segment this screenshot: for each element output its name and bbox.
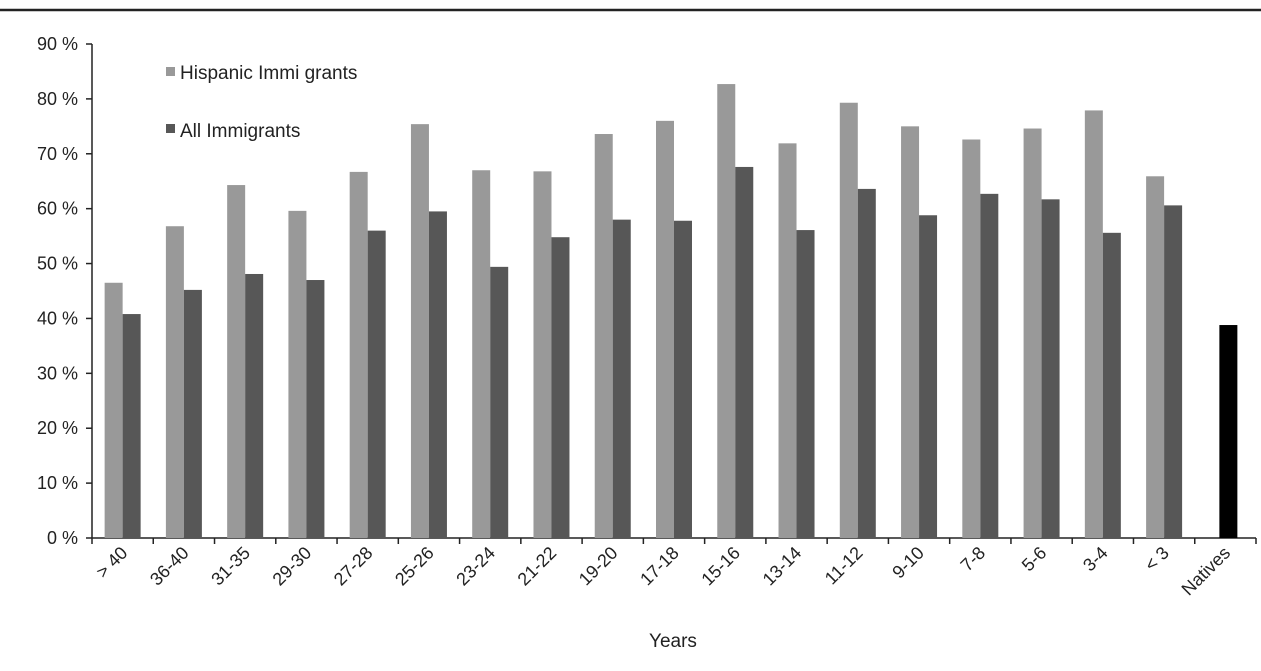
bar-hispanic-immigrants	[1084, 110, 1103, 538]
y-tick-label: 20 %	[37, 418, 78, 438]
bar-all-immigrants	[306, 280, 325, 538]
bar-hispanic-immigrants	[472, 170, 491, 538]
bar-all-immigrants	[796, 230, 815, 538]
bar-all-immigrants	[367, 230, 386, 538]
bar-hispanic-immigrants	[717, 84, 736, 539]
x-tick-label: 13-14	[759, 543, 806, 590]
y-tick-label: 0 %	[47, 528, 78, 548]
y-tick-label: 70 %	[37, 144, 78, 164]
bar-hispanic-immigrants	[1023, 128, 1042, 539]
bar-hispanic-immigrants	[410, 124, 429, 538]
bar-hispanic-immigrants	[962, 139, 981, 539]
x-tick-label: 31-35	[207, 543, 254, 590]
x-tick-label: 36-40	[146, 543, 193, 590]
bar-natives	[1219, 325, 1238, 538]
bar-all-immigrants	[674, 220, 692, 538]
legend: Hispanic Immi grants All Immigrants	[166, 63, 357, 142]
x-tick-label: 25-26	[391, 543, 438, 590]
bar-all-immigrants	[857, 188, 876, 538]
x-tick-label: 11-12	[821, 543, 867, 589]
bar-all-immigrants	[428, 211, 447, 538]
bar-all-immigrants	[1102, 232, 1121, 538]
bar-all-immigrants	[612, 219, 631, 538]
y-tick-label: 50 %	[37, 254, 78, 274]
x-tick-label: 17-18	[636, 543, 683, 590]
bar-all-immigrants	[1041, 199, 1060, 538]
bar-hispanic-immigrants	[227, 185, 246, 538]
bar-all-immigrants	[551, 237, 570, 538]
bar-hispanic-immigrants	[288, 210, 307, 538]
y-tick-label: 30 %	[37, 363, 78, 383]
bar-all-immigrants	[735, 166, 754, 538]
bar-all-immigrants	[490, 266, 509, 538]
x-tick-label: 23-24	[452, 543, 499, 590]
bar-hispanic-immigrants	[533, 171, 552, 538]
x-tick-label: 9-10	[888, 543, 928, 583]
y-tick-label: 10 %	[37, 473, 78, 493]
bar-hispanic-immigrants	[1146, 176, 1165, 538]
x-tick-label: Natives	[1178, 543, 1235, 600]
x-tick-label: 15-16	[697, 543, 744, 590]
y-tick-label: 60 %	[37, 199, 78, 219]
legend-label-hispanic: Hispanic Immi grants	[180, 63, 357, 84]
x-tick-label: > 40	[92, 543, 131, 582]
bar-hispanic-immigrants	[901, 126, 920, 538]
bar-all-immigrants	[122, 314, 141, 538]
legend-label-all-immigrants: All Immigrants	[180, 121, 300, 142]
bar-hispanic-immigrants	[778, 143, 797, 539]
y-tick-label: 80 %	[37, 89, 78, 109]
x-tick-label: < 3	[1141, 543, 1173, 575]
x-tick-label: 21-22	[514, 543, 561, 590]
bar-all-immigrants	[919, 215, 938, 538]
bar-all-immigrants	[245, 273, 264, 538]
bar-all-immigrants	[980, 193, 999, 538]
bar-all-immigrants	[1164, 205, 1183, 538]
legend-swatch-all-immigrants	[166, 124, 175, 133]
x-tick-label: 3-4	[1079, 543, 1112, 576]
bar-hispanic-immigrants	[839, 102, 858, 538]
x-tick-label: 27-28	[330, 543, 377, 590]
legend-swatch-hispanic	[166, 67, 175, 76]
y-tick-label: 90 %	[37, 34, 78, 54]
bar-hispanic-immigrants	[104, 282, 123, 538]
bar-hispanic-immigrants	[594, 134, 613, 539]
x-tick-label: 7-8	[957, 543, 990, 576]
bar-hispanic-immigrants	[349, 171, 368, 538]
y-tick-label: 40 %	[37, 308, 78, 328]
bar-all-immigrants	[183, 289, 202, 538]
bar-hispanic-immigrants	[165, 226, 184, 538]
x-axis-title: Years	[649, 631, 697, 652]
x-tick-label: 5-6	[1018, 543, 1051, 576]
bar-hispanic-immigrants	[656, 120, 674, 538]
x-tick-label: 29-30	[269, 543, 316, 590]
x-tick-label: 19-20	[575, 543, 622, 590]
